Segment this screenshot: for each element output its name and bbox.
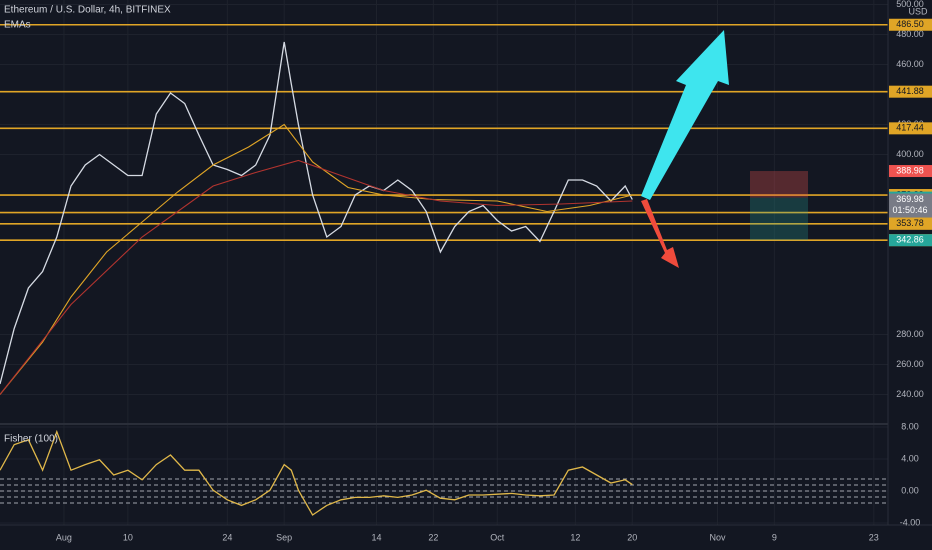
series-line [0, 429, 633, 516]
x-tick-label: 14 [372, 532, 382, 542]
level-label: 417.44 [896, 123, 924, 133]
y-tick-label: 8.00 [901, 421, 919, 431]
x-tick-label: 10 [123, 532, 133, 542]
x-tick-label: Oct [490, 532, 505, 542]
chart-title: Ethereum / U.S. Dollar, 4h, BITFINEX [4, 5, 171, 16]
price-label: 342.86 [896, 235, 924, 245]
y-tick-label: 4.00 [901, 453, 919, 463]
countdown: 01:50:46 [892, 205, 927, 215]
x-tick-label: Sep [276, 532, 292, 542]
y-tick-label: 460.00 [896, 59, 924, 69]
fisher-pane [0, 429, 888, 516]
x-tick-label: 9 [772, 532, 777, 542]
level-tag [889, 85, 932, 98]
x-tick-label: Aug [56, 532, 72, 542]
level-label: 441.88 [896, 86, 924, 96]
level-tag [889, 18, 932, 31]
unit-label: USD [908, 6, 928, 16]
x-tick-label: 22 [428, 532, 438, 542]
y-tick-label: 0.00 [901, 485, 919, 495]
series-line [0, 123, 633, 395]
y-tick-label: 400.00 [896, 149, 924, 159]
level-label: 486.50 [896, 19, 924, 29]
price-tag [889, 193, 932, 218]
level-label: 353.78 [896, 218, 924, 228]
up-arrow [641, 30, 729, 200]
down-arrow [641, 199, 679, 268]
reward-zone [750, 197, 808, 241]
grid [0, 0, 888, 525]
y-tick-label: 280.00 [896, 329, 924, 339]
price-label: 388.98 [896, 165, 924, 175]
x-tick-label: 23 [869, 532, 879, 542]
risk-zone [750, 171, 808, 198]
y-tick-label: -4.00 [900, 517, 921, 527]
y-tick-label: 240.00 [896, 389, 924, 399]
y-tick-label: 480.00 [896, 29, 924, 39]
level-tag [889, 122, 932, 135]
series-line [0, 41, 633, 385]
price-pane [0, 23, 888, 395]
x-tick-label: 20 [627, 532, 637, 542]
y-tick-label: 260.00 [896, 359, 924, 369]
price-label: 369.98 [896, 194, 924, 204]
indicator-title: Fisher (100) [4, 434, 58, 445]
legend-label: EMAs [4, 20, 31, 31]
x-tick-label: 24 [222, 532, 232, 542]
series-line [0, 159, 633, 395]
x-tick-label: Nov [709, 532, 726, 542]
price-tag [889, 234, 932, 247]
x-tick-label: 12 [570, 532, 580, 542]
y-tick-label: 500.00 [896, 0, 924, 9]
level-tag [889, 217, 932, 230]
price-tag [889, 165, 932, 178]
